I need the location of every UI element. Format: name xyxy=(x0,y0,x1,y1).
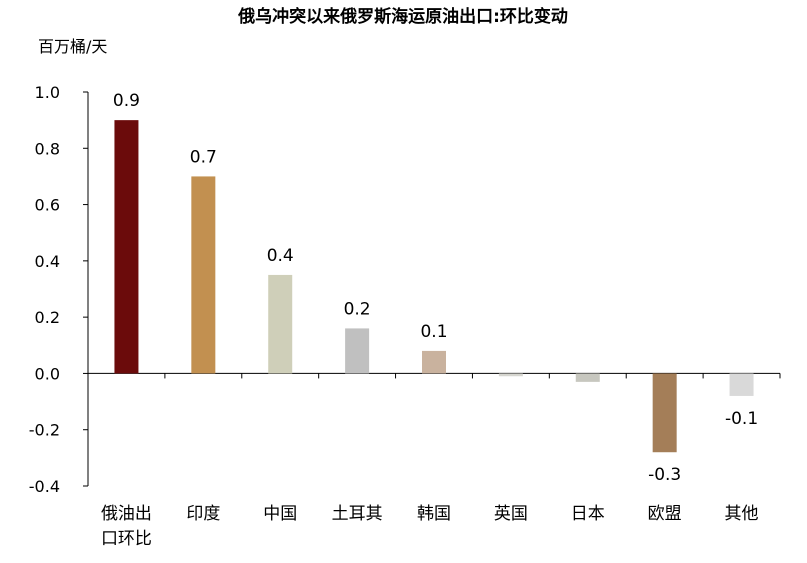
data-label: 0.9 xyxy=(113,91,140,111)
x-category-label-line: 日本 xyxy=(571,504,605,524)
y-tick-label: 0.4 xyxy=(35,252,60,271)
chart-title: 俄乌冲突以来俄罗斯海运原油出口:环比变动 xyxy=(237,6,568,27)
data-label: -0.3 xyxy=(648,465,681,485)
x-category-label: 中国 xyxy=(263,504,297,524)
y-axis-unit-label: 百万桶/天 xyxy=(38,37,107,56)
x-category-label: 其他 xyxy=(725,504,759,524)
bar xyxy=(498,373,523,377)
y-tick-label: 0.0 xyxy=(35,364,60,383)
x-category-label-line: 土耳其 xyxy=(332,504,383,524)
bar xyxy=(345,328,370,374)
x-category-label-line: 中国 xyxy=(263,504,297,524)
bar xyxy=(729,373,754,396)
data-label: 0.1 xyxy=(420,322,447,342)
bar xyxy=(114,120,139,374)
data-label: 0.7 xyxy=(190,147,217,167)
x-category-label: 英国 xyxy=(494,504,528,524)
data-label: 0.4 xyxy=(267,246,294,266)
x-category-label: 俄油出口环比 xyxy=(101,504,152,549)
y-tick-label: 0.8 xyxy=(35,139,60,158)
x-category-label-line: 俄油出 xyxy=(101,504,152,524)
x-category-label-line: 其他 xyxy=(725,504,759,524)
x-category-label-line: 口环比 xyxy=(101,529,152,549)
x-category-label: 韩国 xyxy=(417,504,451,524)
x-category-label-line: 印度 xyxy=(186,504,220,524)
x-category-label-line: 欧盟 xyxy=(648,504,682,524)
category-labels: 俄油出口环比 印度 中国 土耳其 韩国 英国 日本 欧盟 其他 xyxy=(101,504,759,549)
y-tick-label: 1.0 xyxy=(35,83,60,102)
x-category-label-line: 英国 xyxy=(494,504,528,524)
x-category-label-line: 韩国 xyxy=(417,504,451,524)
bar xyxy=(652,373,677,453)
x-category-label: 印度 xyxy=(186,504,220,524)
bar xyxy=(575,373,600,382)
y-tick-label: -0.4 xyxy=(29,477,60,496)
x-category-label: 欧盟 xyxy=(648,504,682,524)
y-tick-label: 0.2 xyxy=(35,308,60,327)
bar xyxy=(191,176,216,374)
data-label: -0.1 xyxy=(725,409,758,429)
y-tick-label: -0.2 xyxy=(29,421,60,440)
x-category-label: 日本 xyxy=(571,504,605,524)
bar xyxy=(268,274,293,374)
data-label: 0.2 xyxy=(344,299,371,319)
bar xyxy=(422,350,446,374)
x-category-label: 土耳其 xyxy=(332,504,383,524)
data-labels: 0.9 0.7 0.4 0.2 0.1 -0.3 -0.1 xyxy=(113,91,758,485)
bars xyxy=(114,120,754,453)
y-tick-label: 0.6 xyxy=(35,196,60,215)
